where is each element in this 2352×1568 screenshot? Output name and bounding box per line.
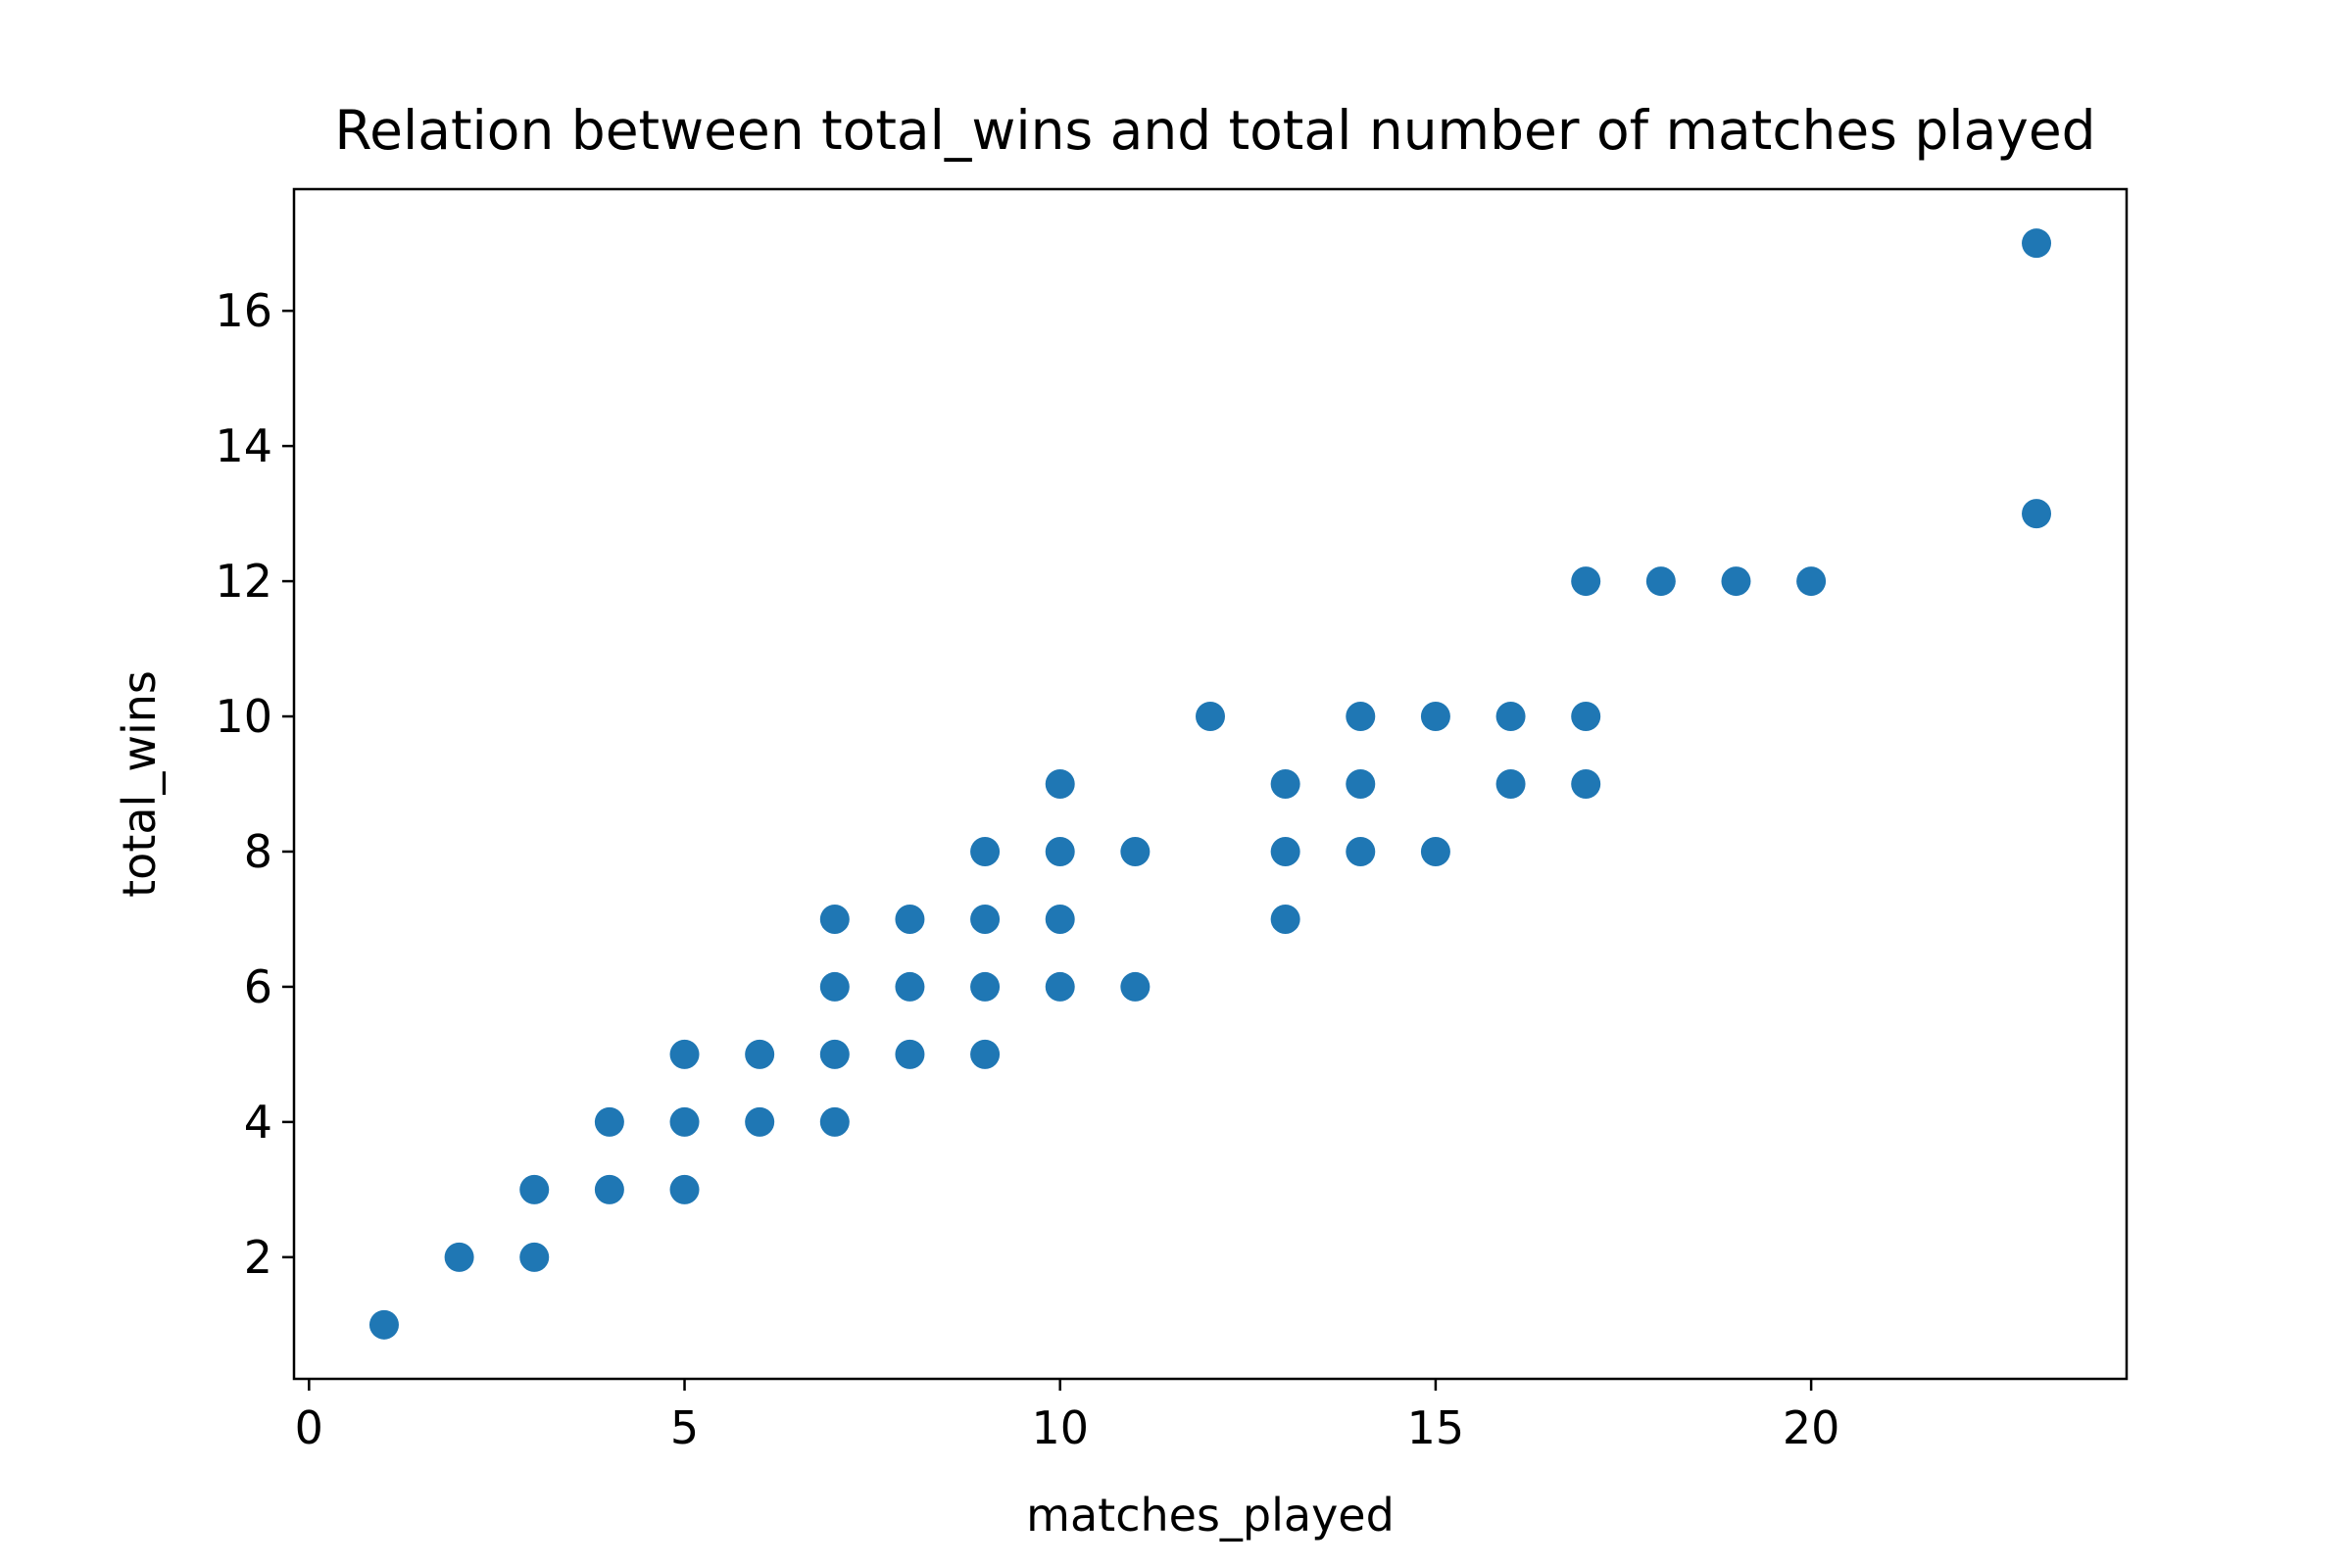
scatter-point xyxy=(2022,499,2052,529)
scatter-point xyxy=(1045,769,1075,799)
scatter-point xyxy=(669,1106,700,1137)
scatter-point xyxy=(970,971,1001,1002)
y-tick-label: 8 xyxy=(244,825,272,878)
x-axis: 0 5 10 15 20 xyxy=(295,1379,1840,1454)
y-tick-label: 12 xyxy=(215,555,272,608)
y-axis: 2 4 6 8 10 12 14 16 xyxy=(215,284,294,1284)
scatter-point xyxy=(1120,971,1151,1002)
scatter-point xyxy=(819,904,850,934)
scatter-point xyxy=(1645,566,1676,597)
x-tick-label: 10 xyxy=(1031,1401,1089,1454)
scatter-point xyxy=(1346,836,1376,866)
scatter-point xyxy=(819,1039,850,1069)
scatter-point xyxy=(2022,228,2052,259)
y-axis-label: total_wins xyxy=(113,670,166,898)
plot-frame xyxy=(292,187,2129,1381)
scatter-point xyxy=(368,1309,399,1340)
scatter-point xyxy=(1571,769,1601,799)
scatter-point xyxy=(895,971,925,1002)
scatter-point xyxy=(1120,836,1151,866)
chart-title: Relation between total_wins and total nu… xyxy=(334,99,2095,162)
scatter-point xyxy=(1495,702,1526,732)
y-tick-label: 4 xyxy=(244,1096,272,1149)
scatter-point xyxy=(594,1106,624,1137)
scatter-point xyxy=(1346,702,1376,732)
scatter-point xyxy=(1045,971,1075,1002)
scatter-point xyxy=(1270,769,1300,799)
scatter-point xyxy=(895,904,925,934)
scatter-point xyxy=(1420,836,1450,866)
scatter-point xyxy=(1571,566,1601,597)
x-tick-label: 5 xyxy=(670,1401,699,1454)
scatter-point xyxy=(745,1106,775,1137)
scatter-point xyxy=(519,1242,550,1272)
scatter-point xyxy=(1420,702,1450,732)
y-tick-label: 6 xyxy=(244,960,272,1013)
scatter-point xyxy=(1045,836,1075,866)
scatter-point xyxy=(1495,769,1526,799)
scatter-point xyxy=(1270,836,1300,866)
scatter-point xyxy=(745,1039,775,1069)
x-tick-label: 0 xyxy=(295,1401,323,1454)
scatter-point xyxy=(819,971,850,1002)
scatter-point xyxy=(970,1039,1001,1069)
scatter-point xyxy=(1346,769,1376,799)
scatter-point xyxy=(669,1039,700,1069)
scatter-point xyxy=(669,1174,700,1204)
x-axis-label: matches_played xyxy=(1026,1489,1395,1542)
scatter-point xyxy=(1721,566,1751,597)
y-tick-label: 2 xyxy=(244,1231,272,1284)
plot-area xyxy=(368,228,2052,1340)
x-tick-label: 15 xyxy=(1407,1401,1465,1454)
scatter-point xyxy=(895,1039,925,1069)
scatter-point xyxy=(444,1242,474,1272)
scatter-point xyxy=(970,904,1001,934)
scatter-point xyxy=(1045,904,1075,934)
scatter-point xyxy=(819,1106,850,1137)
scatter-point xyxy=(1196,702,1225,732)
y-tick-label: 14 xyxy=(215,419,272,472)
scatter-point xyxy=(1270,904,1300,934)
x-tick-label: 20 xyxy=(1783,1401,1840,1454)
scatter-point xyxy=(970,836,1001,866)
scatter-point xyxy=(594,1174,624,1204)
y-tick-label: 10 xyxy=(215,690,272,743)
scatter-point xyxy=(1571,702,1601,732)
scatter-point xyxy=(1796,566,1827,597)
y-tick-label: 16 xyxy=(215,284,272,337)
scatter-point xyxy=(519,1174,550,1204)
